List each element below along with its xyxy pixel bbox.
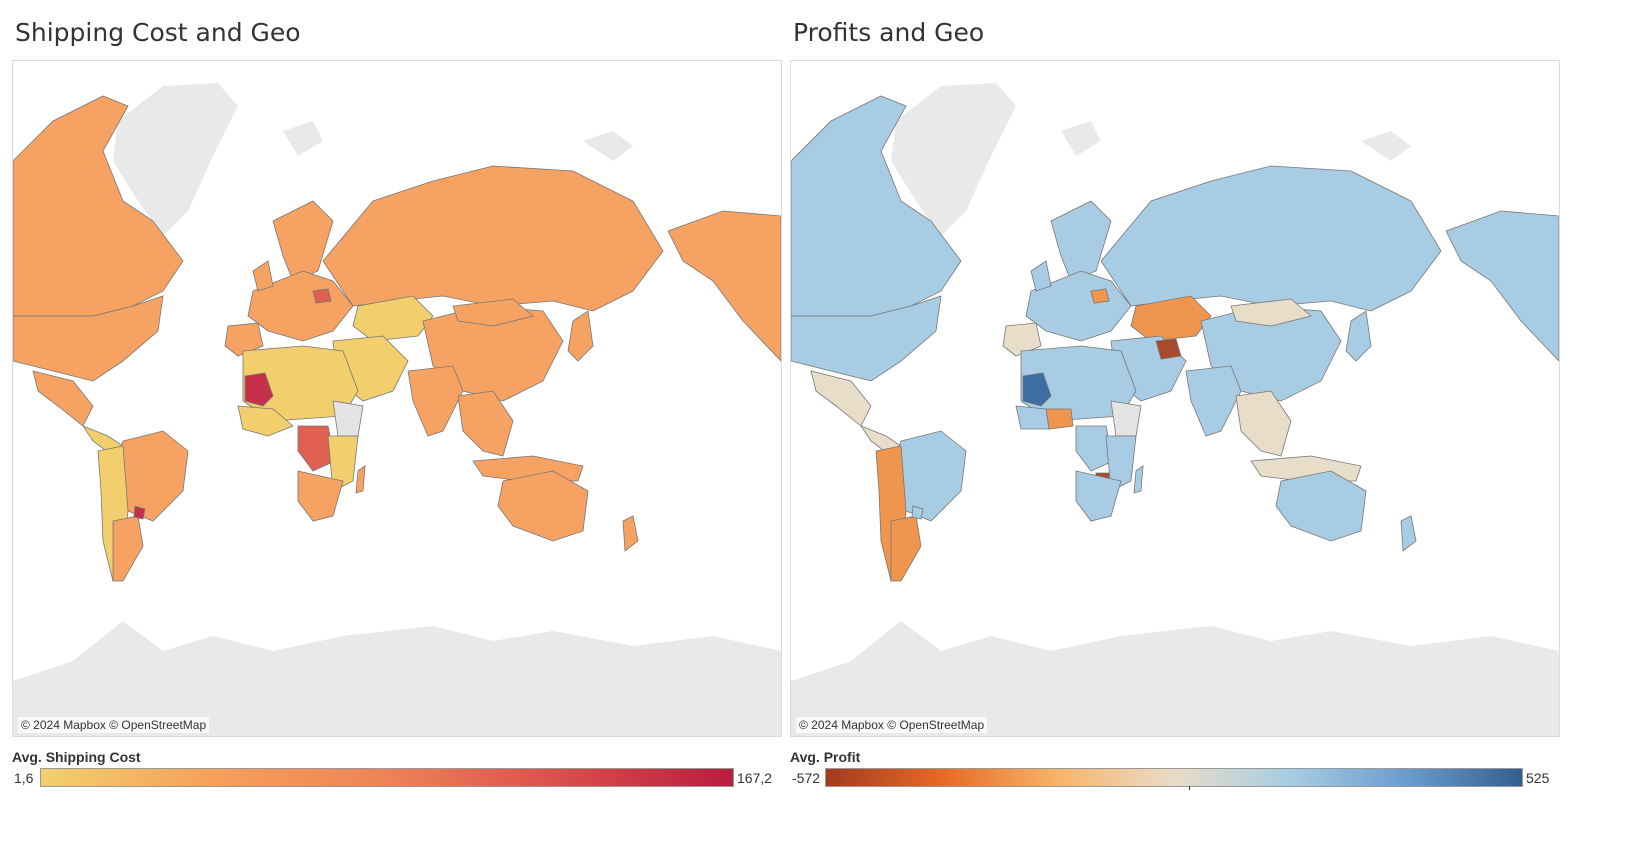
legend-title: Avg. Shipping Cost <box>12 749 141 765</box>
legend-max-label: 525 <box>1526 770 1550 786</box>
greenland-shape <box>113 83 238 236</box>
legend-color-ramp <box>825 768 1523 787</box>
shipping-cost-map[interactable]: © 2024 Mapbox © OpenStreetMap <box>12 60 782 737</box>
russia-shape <box>1100 165 1442 312</box>
argentina-shape <box>112 515 144 582</box>
india-shape <box>1185 365 1242 437</box>
congo-shape <box>1075 425 1114 472</box>
arctic-island-shape-2 <box>1061 121 1101 156</box>
legend-min-label: -572 <box>792 770 821 786</box>
southern-africa-shape <box>297 470 344 522</box>
congo-shape <box>297 425 336 472</box>
map-attribution[interactable]: © 2024 Mapbox © OpenStreetMap <box>796 717 988 733</box>
profits-map[interactable]: © 2024 Mapbox © OpenStreetMap <box>790 60 1560 737</box>
missing-africa-shape <box>1110 400 1142 437</box>
map-title: Profits and Geo <box>793 18 985 47</box>
west-africa-shape <box>237 405 294 437</box>
russia-shape <box>322 165 664 312</box>
new-zealand-shape <box>1400 515 1417 552</box>
kazakhstan-shape <box>1130 295 1212 342</box>
kazakhstan-shape <box>352 295 434 342</box>
mexico-shape <box>810 370 872 427</box>
scandinavia-shape <box>272 200 334 282</box>
countries[interactable] <box>13 95 781 583</box>
europe-shape <box>1025 270 1132 342</box>
basemap-land <box>791 83 1559 736</box>
southeast-asia-shape <box>1235 390 1292 457</box>
madagascar-shape <box>1133 465 1144 494</box>
southeast-asia-shape <box>457 390 514 457</box>
legend-color-ramp <box>40 768 734 787</box>
uk-shape <box>252 260 274 292</box>
north-africa-shape <box>242 345 359 422</box>
uruguay-shape <box>133 505 146 520</box>
uruguay-shape <box>911 505 924 520</box>
mexico-shape <box>32 370 94 427</box>
belarus-shape <box>312 288 332 304</box>
scandinavia-shape <box>1050 200 1112 282</box>
world-map-svg[interactable] <box>791 61 1559 736</box>
legend-max-label: 167,2 <box>737 770 773 786</box>
japan-shape <box>1345 310 1372 362</box>
west-africa-shape <box>1015 405 1050 430</box>
belarus-shape <box>1090 288 1110 304</box>
mali-shape <box>244 372 274 407</box>
mali-shape <box>1022 372 1052 407</box>
map-title: Shipping Cost and Geo <box>15 18 301 47</box>
australia-shape <box>497 470 589 542</box>
arctic-island-shape <box>1361 131 1411 161</box>
europe-shape <box>247 270 354 342</box>
usa-shape <box>13 295 164 382</box>
world-map-svg[interactable] <box>13 61 781 736</box>
legend-title: Avg. Profit <box>790 749 861 765</box>
greenland-shape <box>891 83 1016 236</box>
australia-shape <box>1275 470 1367 542</box>
madagascar-shape <box>355 465 366 494</box>
missing-africa-shape <box>332 400 364 437</box>
basemap-land <box>13 83 781 736</box>
nigeria-shape <box>1045 408 1074 430</box>
arctic-island-shape-2 <box>283 121 323 156</box>
countries[interactable] <box>791 95 1559 583</box>
new-zealand-shape <box>622 515 639 552</box>
antarctica-shape <box>791 621 1559 736</box>
india-shape <box>407 365 464 437</box>
southern-africa-shape <box>1075 470 1122 522</box>
legend-min-label: 1,6 <box>14 770 34 786</box>
east-africa-shape <box>327 435 359 492</box>
alaska-shape <box>667 210 781 362</box>
arctic-island-shape <box>583 131 633 161</box>
map-attribution[interactable]: © 2024 Mapbox © OpenStreetMap <box>18 717 210 733</box>
japan-shape <box>567 310 594 362</box>
north-africa-shape <box>1020 345 1137 422</box>
mongolia-shape <box>1230 298 1312 327</box>
uk-shape <box>1030 260 1052 292</box>
antarctica-shape <box>13 621 781 736</box>
usa-shape <box>791 295 942 382</box>
mongolia-shape <box>452 298 534 327</box>
turkmenistan-shape <box>1155 338 1182 360</box>
alaska-shape <box>1445 210 1559 362</box>
argentina-shape <box>890 515 922 582</box>
legend-zero-tick <box>1189 786 1190 790</box>
